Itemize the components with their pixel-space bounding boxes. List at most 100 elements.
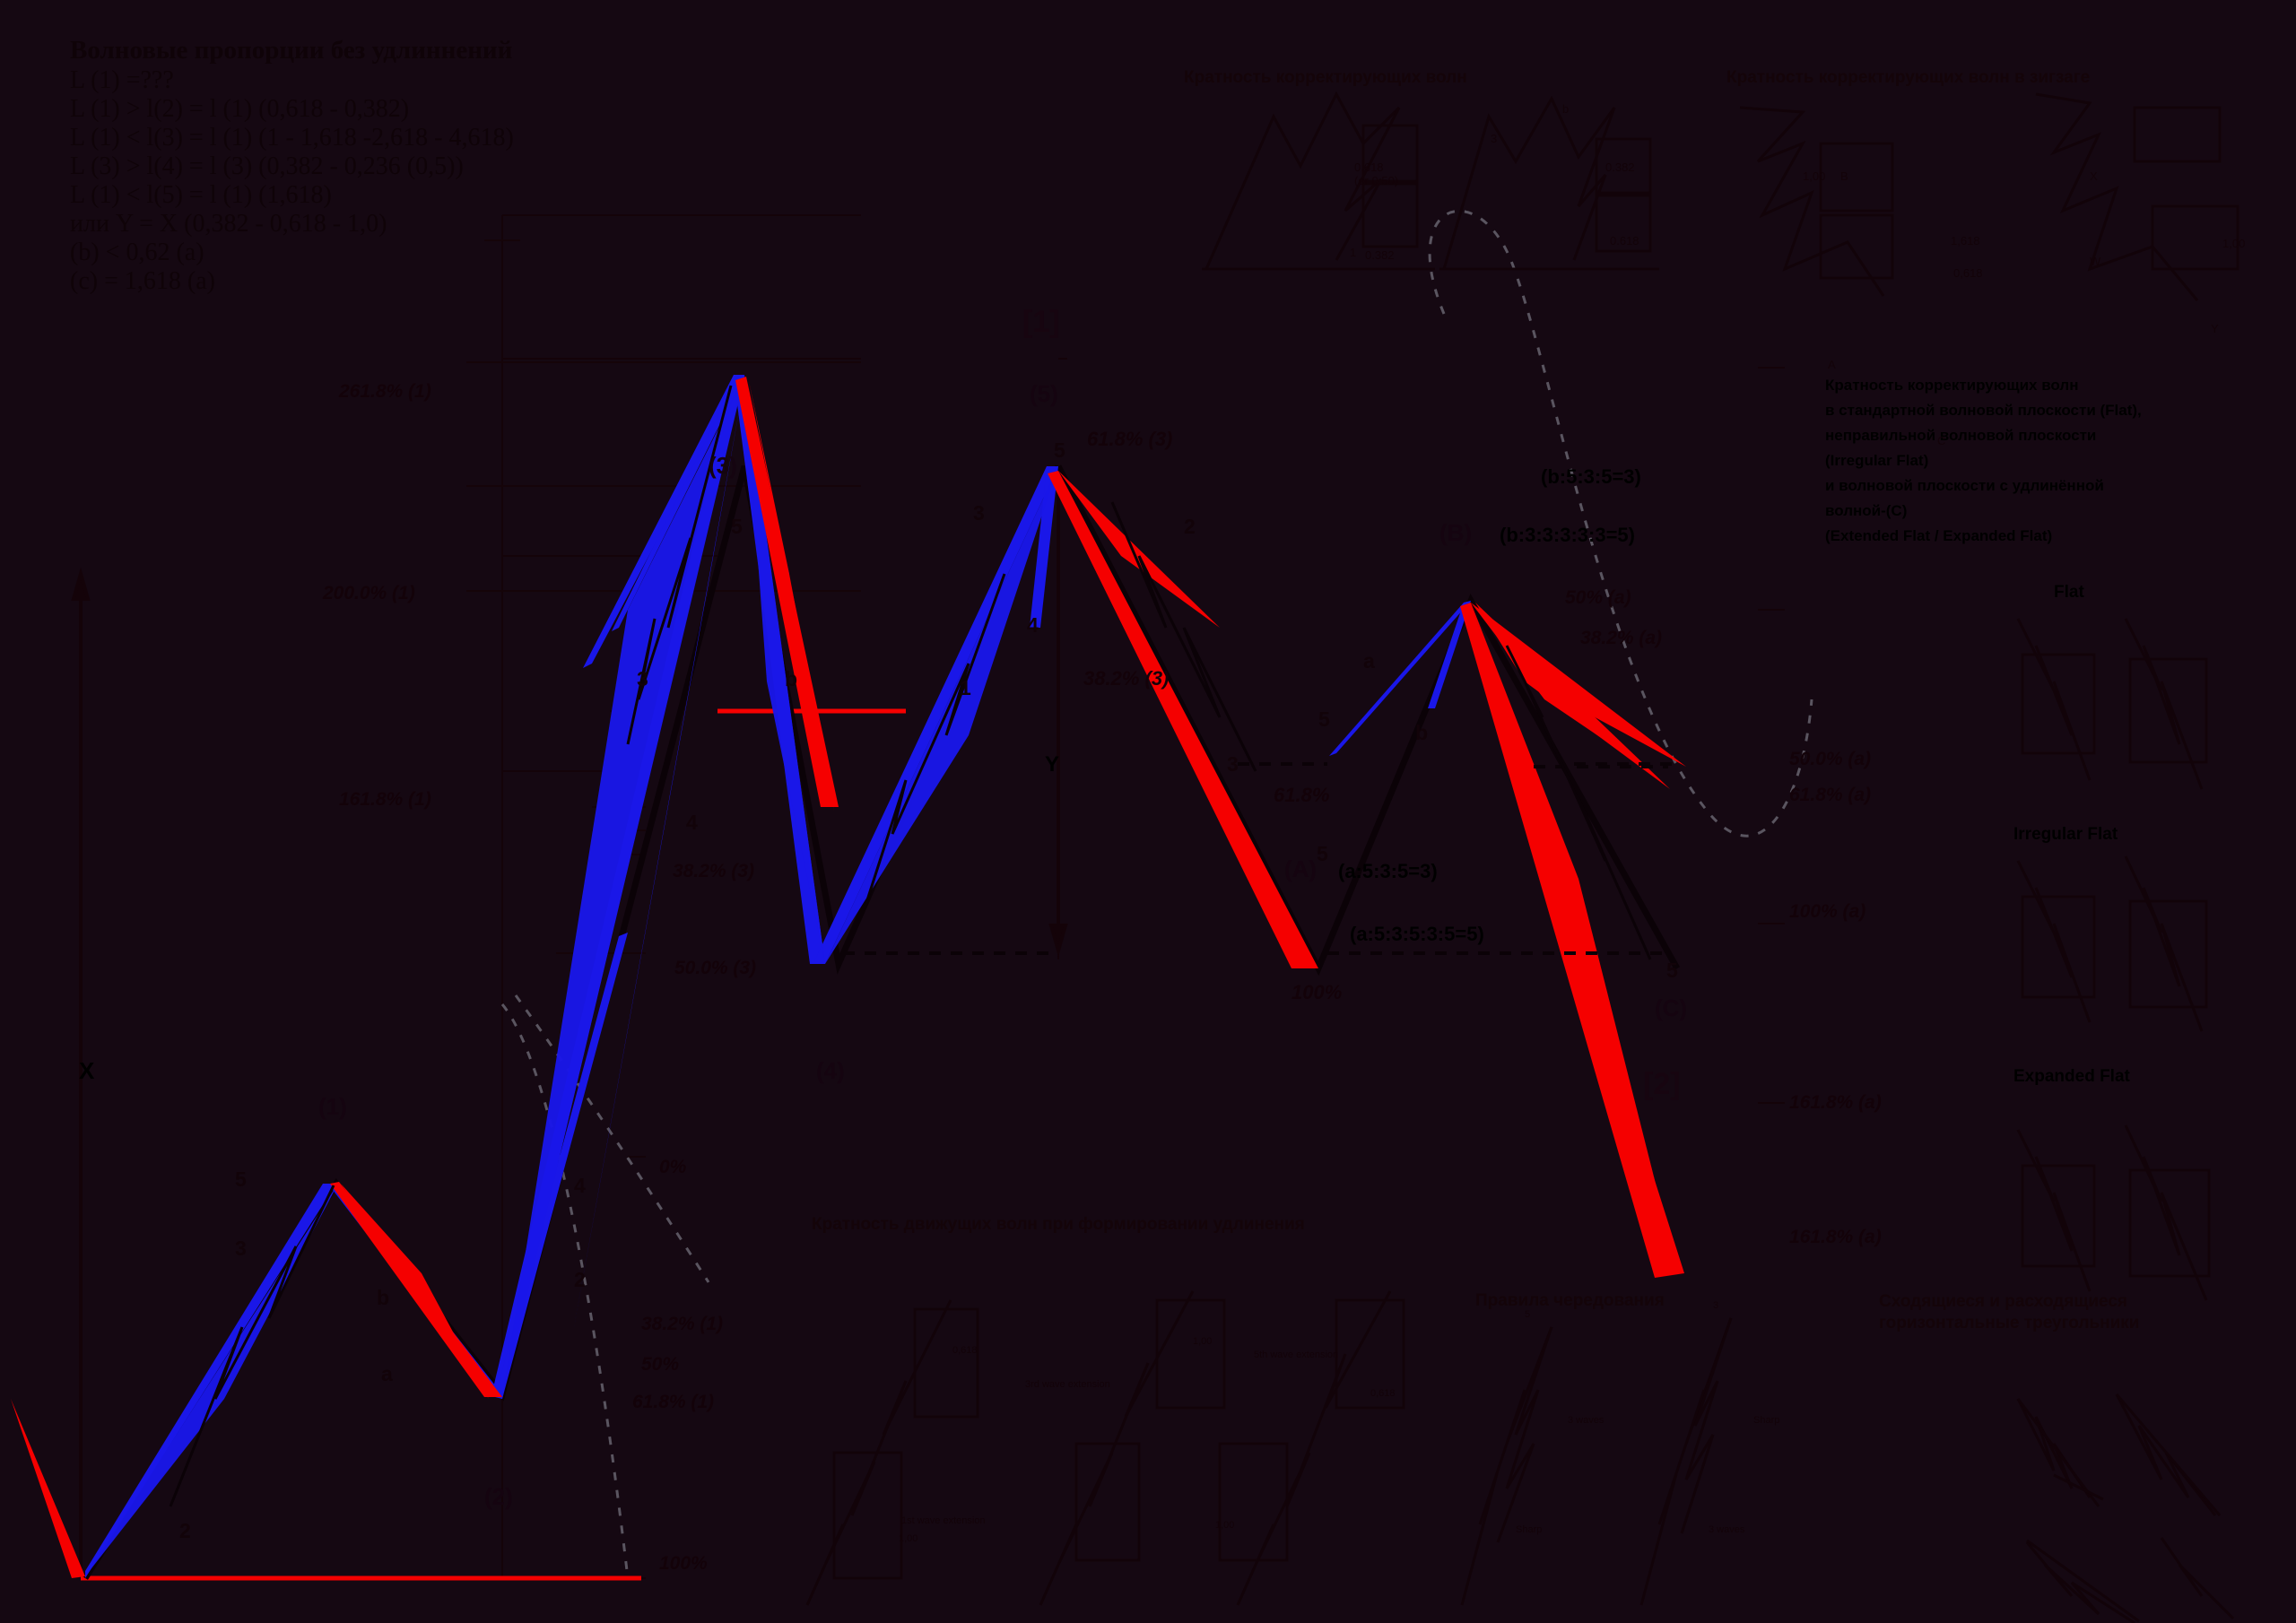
mini-label-r-0618: 0.618 <box>1610 234 1639 247</box>
flat-desc-4: (Irregular Flat) <box>1825 452 1929 469</box>
subwave-3e: 3 <box>1227 752 1239 776</box>
formula-line-1: L (1) =??? <box>70 66 174 94</box>
zigzag-label-Y: Y <box>2211 322 2219 335</box>
subwave-2a: 2 <box>179 1519 191 1542</box>
ext-ratio-1: 1,00 <box>899 1533 918 1544</box>
subwave-4d: 4 <box>1027 613 1039 637</box>
right-tick-6: 161.8% (a) <box>1789 1227 1882 1247</box>
subwave-2b: 2 <box>574 1268 586 1291</box>
zigzag-label-B: B <box>1840 169 1848 183</box>
zigzag-label-1618: 1,618 <box>1951 234 1980 247</box>
ext-label-2: 3rd wave extension <box>1025 1379 1110 1390</box>
left-tick-3: 38.2% (3) <box>673 861 755 881</box>
subwave-a2: a <box>1363 649 1375 673</box>
flat-panel-3 <box>2016 1124 2211 1301</box>
ext-ratio-4: 0,618 <box>1370 1388 1396 1399</box>
flat-panel-label-2: Irregular Flat <box>2013 825 2118 844</box>
subwave-5a: 5 <box>235 1167 247 1191</box>
left-tick-4: 50.0% (3) <box>674 958 757 978</box>
mini-label-2: 1 <box>1350 246 1357 259</box>
subwave-5d: 5 <box>1054 438 1065 462</box>
subwave-4b: 4 <box>574 1174 586 1197</box>
subwave-5g: 5 <box>1666 959 1678 982</box>
subwave-5e: 5 <box>1318 707 1330 731</box>
zigzag-label-A: A <box>1828 358 1836 371</box>
wave-label-degree1-1: [1] <box>1022 305 1060 339</box>
mini-label-0618: 0.618 (or 0.50) <box>1354 161 1399 187</box>
subwave-2e: 2 <box>1184 515 1196 538</box>
corrective-mini-right <box>1439 95 1659 271</box>
flat-desc-3: неправильной волновой плоскости <box>1825 427 2097 444</box>
zigzag-label-0618: 0,618 <box>1953 266 1983 280</box>
wave-label-1: (1) <box>318 1093 347 1120</box>
right-tick-1: 38.2% (a) <box>1580 628 1663 648</box>
corrective-mini-left <box>1202 91 1435 271</box>
flat-desc-5: и волновой плоскости с удлинённой <box>1825 477 2104 494</box>
formula-title: Волновые пропорции без удлиннений <box>70 36 513 65</box>
zigzag-mini-right <box>2035 92 2239 301</box>
left-tick-5: 0% <box>659 1157 687 1177</box>
ratio-note-2: (b:3:3:3:3:3=5) <box>1500 524 1635 546</box>
wave-label-3: (3) <box>709 452 737 479</box>
right-tick-3: 61.8% (a) <box>1789 785 1872 805</box>
flat-desc-1: Кратность корректирующих волн <box>1825 377 2079 394</box>
ratio-note-1: (b:5:3:5=3) <box>1541 465 1641 488</box>
zigzag-mini-left <box>1739 106 1894 297</box>
header-corrective-zigzag: Кратность корректирующих волн в зигзаге <box>1726 68 2091 87</box>
alt-label-3waves: 3 waves <box>1568 1415 1605 1426</box>
blue-wedge-fill <box>85 377 1058 1576</box>
header-corrective-waves: Кратность корректирующих волн <box>1184 68 1467 87</box>
converging-triangle <box>2016 1393 2222 1516</box>
wave-label-4: (4) <box>816 1057 845 1084</box>
subwave-3a: 3 <box>235 1237 247 1260</box>
left-tick-9: 100% <box>659 1553 708 1574</box>
dashed-connector <box>843 762 1677 955</box>
inline-label-2: 61.8% <box>1274 784 1330 806</box>
flat-desc-7: (Extended Flat / Expanded Flat) <box>1825 527 2053 544</box>
zigzag-label-r100: 1,00 <box>2222 237 2246 250</box>
red-corrective-waves <box>11 377 1686 1578</box>
inline-label-1: 38.2% (3) <box>1083 667 1170 690</box>
alt-node-3: 3 <box>1713 1300 1719 1311</box>
ext-ratio-5: 1,00 <box>1215 1520 1235 1531</box>
flat-desc-6: волной-(C) <box>1825 502 1908 519</box>
left-tick-0: 261.8% (1) <box>339 381 431 402</box>
ext-label-1: 1st wave extension <box>901 1515 986 1526</box>
wave-label-2: (2) <box>484 1483 513 1510</box>
zigzag-label-C: C <box>1937 434 1946 447</box>
extension-diagram-3 <box>1218 1290 1405 1606</box>
mini-label-0382: 0.382 <box>1365 248 1395 262</box>
flat-panel-1 <box>2016 618 2208 790</box>
ext-ratio-2: 0,618 <box>952 1345 978 1356</box>
zigzag-label-100a: 1,00 <box>1803 169 1826 183</box>
axes <box>71 484 1068 1574</box>
header-motive-extension: Кратность движущих волн при формировании… <box>812 1215 1305 1234</box>
header-triangles: Сходящиеся и расходящиеся горизонтальные… <box>1879 1292 2140 1332</box>
formula-line-2: L (1) > l(2) = l (1) (0,618 - 0,382) <box>70 95 410 123</box>
subwave-4c: 4 <box>686 811 698 834</box>
wave-label-B: (B) <box>1439 519 1473 546</box>
extension-diagram-1 <box>805 1299 979 1606</box>
subwave-5f: 5 <box>1317 842 1328 865</box>
formula-line-3: L (1) < l(3) = l (1) (1 - 1,618 -2,618 -… <box>70 124 514 152</box>
right-tick-5: 161.8% (a) <box>1789 1092 1882 1113</box>
right-tick-2: 50.0% (a) <box>1789 749 1872 769</box>
guide-curve <box>500 209 1813 1579</box>
header-alternation-rules: Правила чередования <box>1475 1291 1665 1310</box>
mini-label-r-3: 3 <box>1491 132 1498 145</box>
subwave-3c: 3 <box>973 501 985 525</box>
flat-panel-label-1: Flat <box>2054 583 2084 602</box>
ext-ratio-3: 1,00 <box>1193 1336 1213 1347</box>
axis-label-y: Y <box>1045 752 1060 777</box>
subwave-b3: b <box>1415 721 1429 744</box>
subwave-3b: 3 <box>637 667 648 690</box>
ext-label-3: 5th wave extension <box>1254 1350 1339 1360</box>
mini-label-r-0382: 0.382 <box>1605 161 1635 174</box>
formula-line-4: L (3) > l(4) = l (3) (0,382 - 0,236 (0,5… <box>70 152 464 180</box>
zigzag-label-X: X <box>2090 169 2098 183</box>
formula-line-5: L (1) < l(5) = l (1) (1,618) <box>70 181 332 209</box>
formula-line-6: или Y = X (0,382 - 0,618 - 1,0) <box>70 210 387 238</box>
formula-line-7: (b) < 0,62 (a) <box>70 239 204 266</box>
